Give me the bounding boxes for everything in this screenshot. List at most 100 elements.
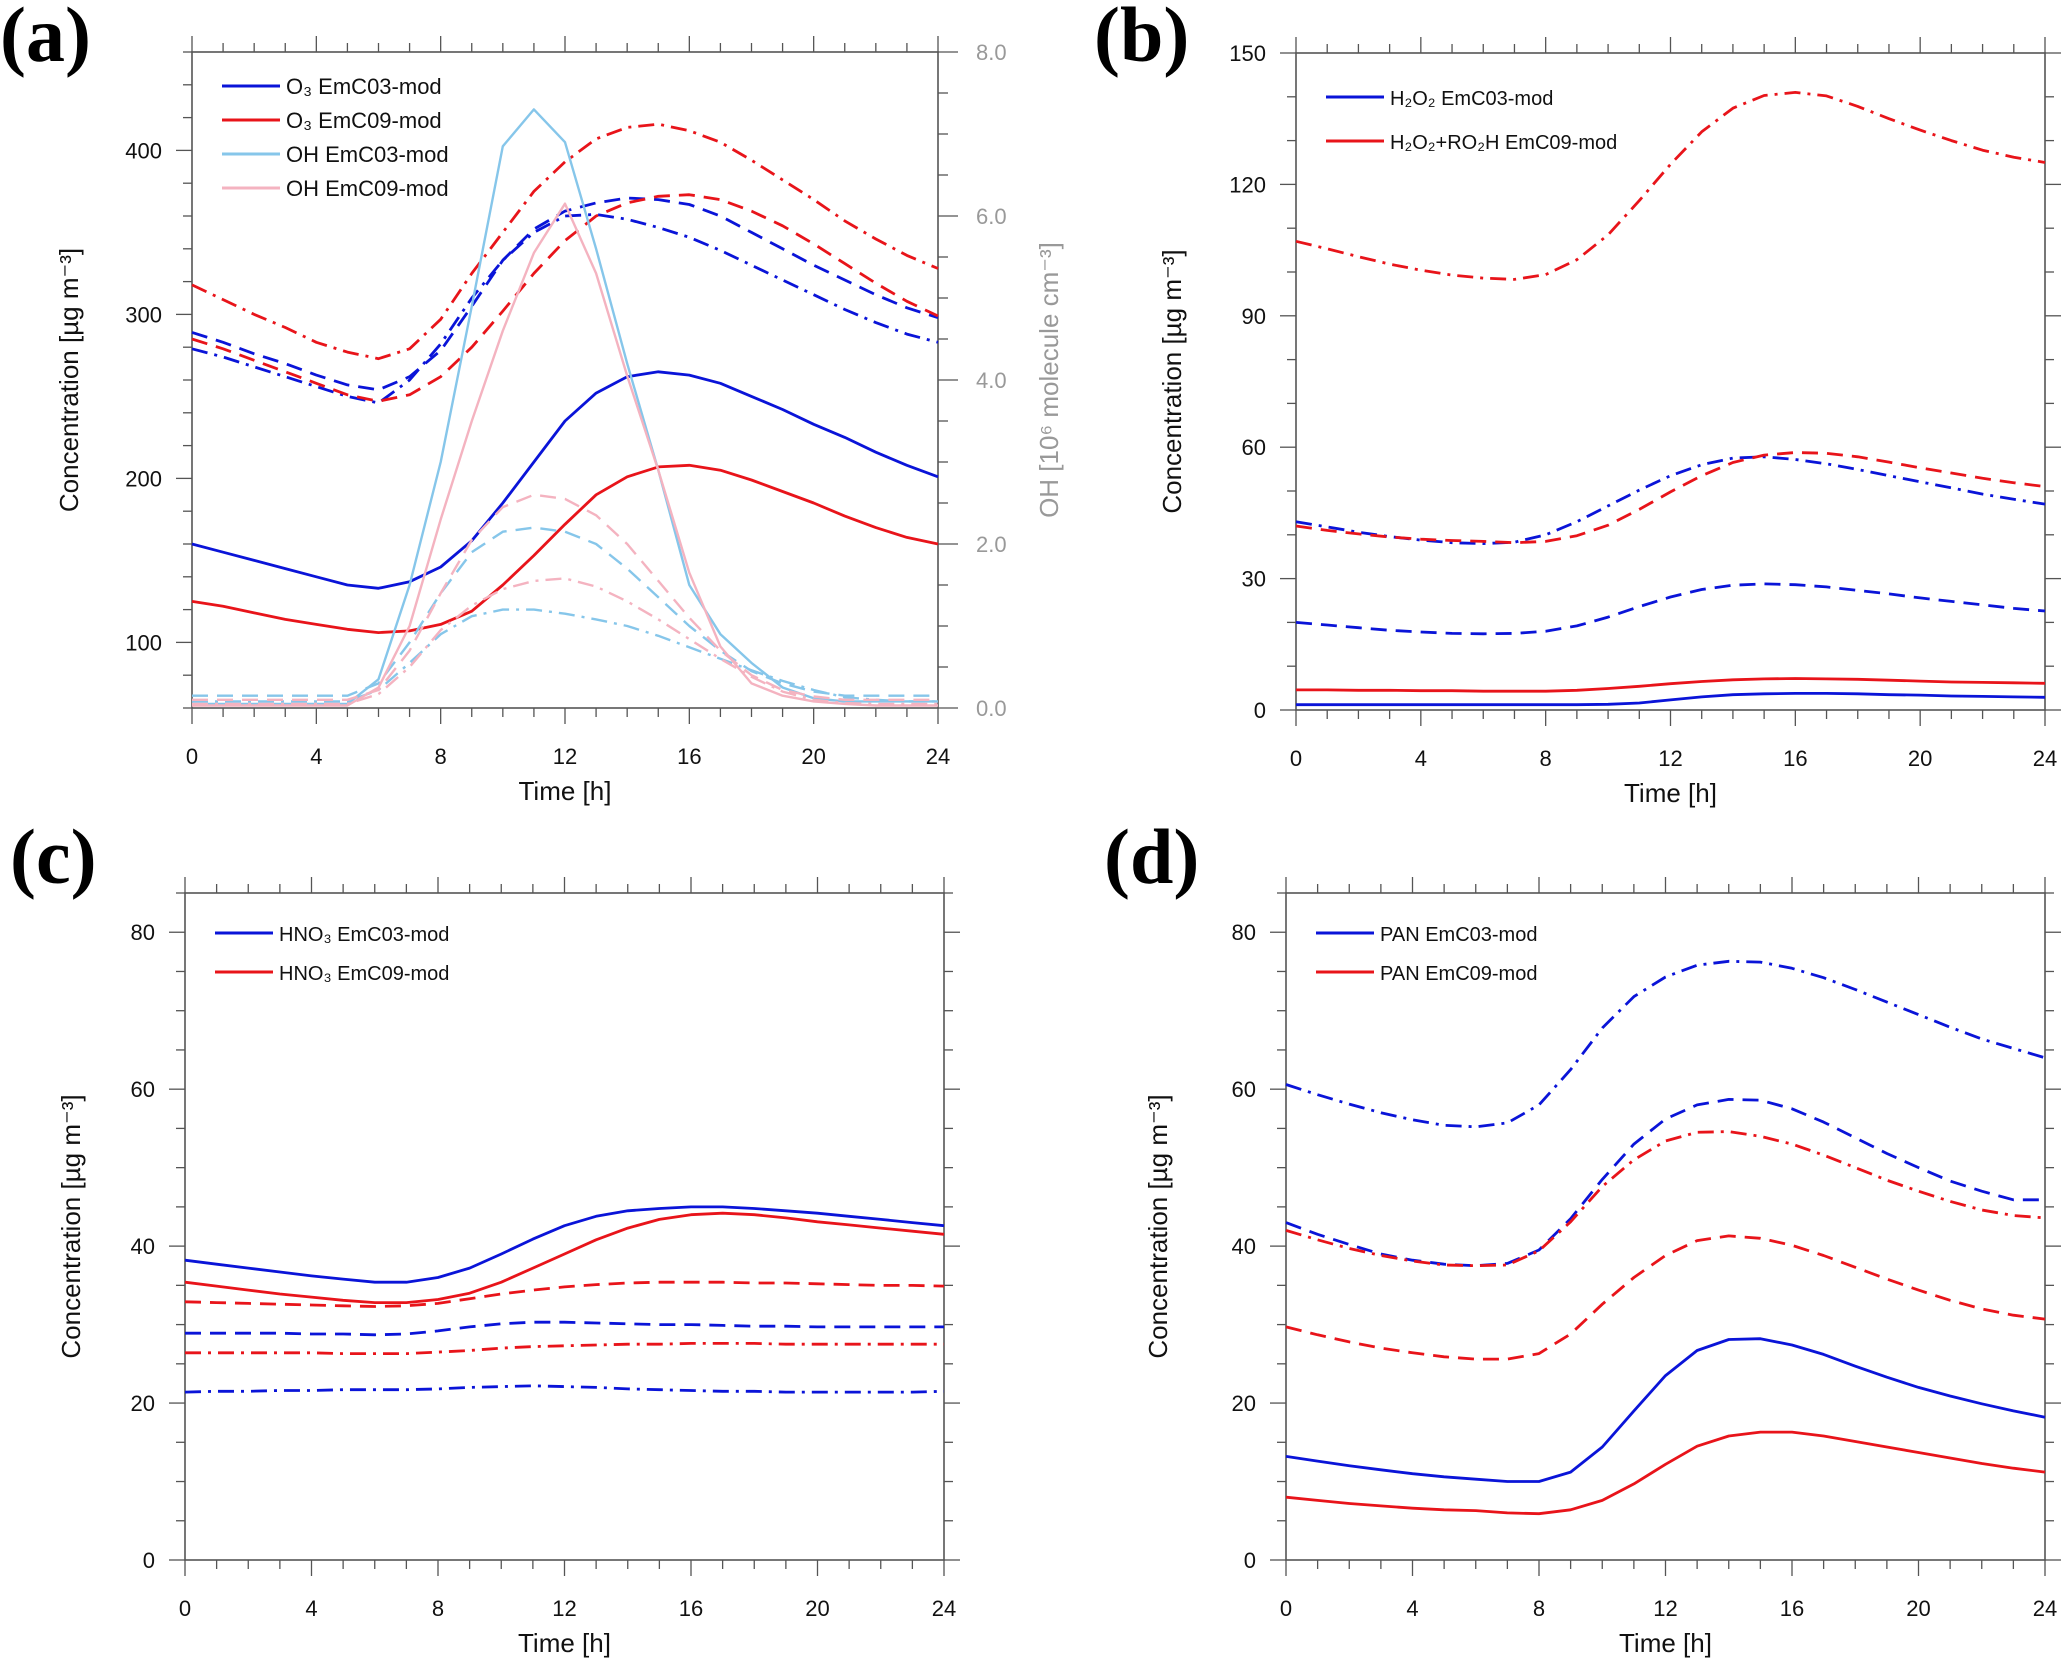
y-tick-label: 200	[125, 466, 162, 491]
x-axis-label: Time [h]	[1624, 778, 1717, 808]
series-line-solid-3	[1285, 1430, 2046, 1516]
y2-tick-label: 8.0	[976, 40, 1007, 65]
x-tick-label: 12	[1653, 1596, 1677, 1621]
series-group	[184, 1205, 945, 1394]
y-tick-label: 40	[1232, 1234, 1256, 1259]
y-axis-label: Concentration [µg m⁻³]	[54, 248, 84, 512]
series-line-solid-9	[192, 202, 938, 707]
x-tick-label: 12	[552, 1596, 576, 1621]
y-axis: 0 20 40 60 80 Concentration [µg m⁻³]	[56, 892, 960, 1573]
series-line-dashed-4	[184, 1280, 945, 1308]
x-tick-label: 20	[805, 1596, 829, 1621]
series-line-dashed-7	[192, 526, 938, 697]
panel-label-c: (c)	[10, 813, 97, 900]
y-tick-label: 0	[1254, 698, 1266, 723]
series-line-dashed-1	[1295, 582, 2046, 636]
x-tick-label: 8	[435, 744, 447, 769]
x-tick-label: 8	[432, 1596, 444, 1621]
legend-label: HNO₃ EmC09-mod	[279, 963, 449, 985]
legend-label: PAN EmC09-mod	[1380, 963, 1537, 985]
x-tick-label: 4	[305, 1596, 317, 1621]
y-tick-label: 30	[1242, 567, 1266, 592]
x-axis: 0 4 8 12 16 20 24 Time [h]	[1290, 37, 2057, 808]
y-axis-label: Concentration [µg m⁻³]	[56, 1094, 86, 1358]
panel-label-d: (d)	[1104, 813, 1200, 900]
x-tick-label: 16	[677, 744, 701, 769]
series-line-dashed-4	[191, 193, 939, 403]
legend-label: OH EmC09-mod	[286, 176, 449, 201]
series-group	[1285, 959, 2046, 1516]
x-axis-label: Time [h]	[518, 1628, 611, 1658]
legend-label: O₃ EmC09-mod	[286, 108, 442, 133]
series-line-solid-3	[191, 463, 939, 634]
x-tick-label: 20	[1906, 1596, 1930, 1621]
legend-label: HNO₃ EmC03-mod	[279, 924, 449, 946]
legend-label: H₂O₂+RO₂H EmC09-mod	[1390, 132, 1617, 154]
y-axis-label: Concentration [µg m⁻³]	[1143, 1094, 1173, 1358]
series-line-solid-0	[1285, 1337, 2046, 1483]
series-line-dashdot-5	[191, 122, 939, 361]
legend-label: OH EmC03-mod	[286, 142, 449, 167]
legend: HNO₃ EmC03-mod HNO₃ EmC09-mod	[215, 924, 449, 985]
y2-tick-label: 2.0	[976, 532, 1007, 557]
legend: PAN EmC03-mod PAN EmC09-mod	[1316, 924, 1537, 985]
legend: H₂O₂ EmC03-mod H₂O₂+RO₂H EmC09-mod	[1326, 88, 1617, 154]
x-tick-label: 16	[1780, 1596, 1804, 1621]
y-tick-label: 90	[1242, 304, 1266, 329]
series-line-dashdot-2	[1285, 959, 2046, 1129]
x-axis-label: Time [h]	[519, 776, 612, 806]
y-axis: 100 200 300 400 Concentration [µg m⁻³]	[54, 51, 192, 709]
series-line-solid-3	[184, 1211, 945, 1304]
x-tick-label: 4	[1415, 746, 1427, 771]
y2-tick-label: 0.0	[976, 696, 1007, 721]
x-tick-label: 8	[1533, 1596, 1545, 1621]
y2-axis-label: OH [10⁶ molecule cm⁻³]	[1034, 242, 1064, 518]
legend-label: PAN EmC03-mod	[1380, 924, 1537, 946]
y2-tick-label: 4.0	[976, 368, 1007, 393]
x-tick-label: 20	[801, 744, 825, 769]
legend: O₃ EmC03-mod O₃ EmC09-mod OH EmC03-mod OH E…	[222, 74, 449, 201]
x-tick-label: 0	[179, 1596, 191, 1621]
series-line-dashdot-8	[192, 608, 938, 703]
series-line-dashed-1	[185, 1320, 944, 1337]
x-tick-label: 16	[1783, 746, 1807, 771]
y-tick-label: 60	[1242, 435, 1266, 460]
panel-label-b: (b)	[1094, 0, 1190, 78]
panel-label-a: (a)	[0, 0, 91, 78]
x-tick-label: 24	[2033, 1596, 2057, 1621]
x-axis: 0 4 8 12 16 20 24 Time [h]	[186, 36, 950, 806]
x-tick-label: 12	[1658, 746, 1682, 771]
y2-tick-label: 6.0	[976, 204, 1007, 229]
x-tick-label: 12	[553, 744, 577, 769]
y-axis: 0 20 40 60 80 Concentration [µg m⁻³]	[1143, 892, 2061, 1573]
y-tick-label: 80	[1232, 920, 1256, 945]
y-tick-label: 40	[131, 1234, 155, 1259]
y-tick-label: 400	[125, 138, 162, 163]
series-line-dashdot-2	[191, 212, 939, 405]
y-axis-label: Concentration [µg m⁻³]	[1157, 249, 1187, 513]
y-tick-label: 300	[125, 302, 162, 327]
series-line-dashdot-5	[1285, 1130, 2046, 1268]
series-line-dashdot-11	[192, 577, 938, 706]
x-axis: 0 4 8 12 16 20 24 Time [h]	[179, 877, 956, 1658]
y-tick-label: 120	[1229, 172, 1266, 197]
y-tick-label: 100	[125, 630, 162, 655]
x-tick-label: 0	[1290, 746, 1302, 771]
x-tick-label: 0	[186, 744, 198, 769]
y-tick-label: 60	[131, 1077, 155, 1102]
y2-axis: 0.0 2.0 4.0 6.0 8.0 OH [10⁶ molecule cm⁻³]	[938, 40, 1064, 721]
x-axis: 0 4 8 12 16 20 24 Time [h]	[1280, 877, 2057, 1658]
x-tick-label: 4	[310, 744, 322, 769]
x-tick-label: 0	[1280, 1596, 1292, 1621]
series-line-solid-0	[184, 1205, 945, 1284]
x-axis-label: Time [h]	[1619, 1628, 1712, 1658]
series-line-solid-0	[1296, 692, 2046, 707]
y-tick-label: 0	[1244, 1548, 1256, 1573]
y-tick-label: 0	[143, 1548, 155, 1573]
series-line-dashed-10	[192, 493, 938, 701]
x-tick-label: 20	[1908, 746, 1932, 771]
